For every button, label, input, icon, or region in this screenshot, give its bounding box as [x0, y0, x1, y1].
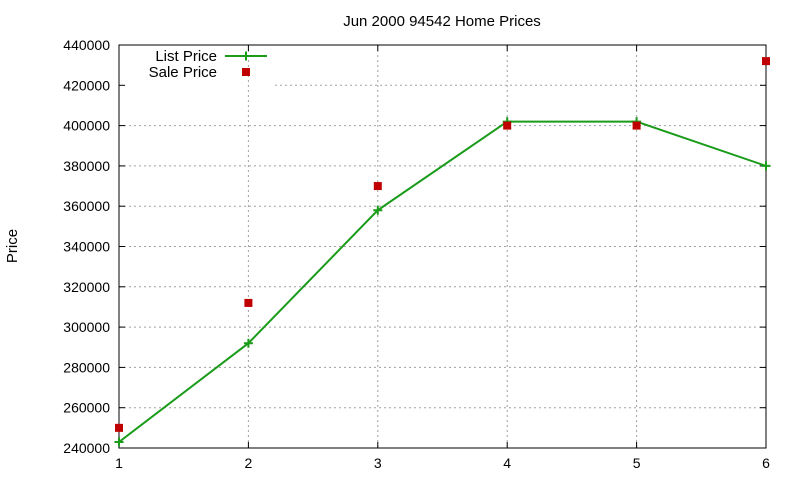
x-tick-label: 1	[115, 455, 123, 471]
x-tick-label: 6	[762, 455, 770, 471]
point-list-price	[373, 205, 383, 215]
x-tick-label: 2	[245, 455, 253, 471]
grid	[119, 45, 766, 448]
point-sale-price	[244, 298, 253, 307]
point-sale-price	[373, 182, 382, 191]
y-tick-label: 300000	[63, 319, 110, 335]
point-list-price	[114, 437, 124, 447]
y-tick-label: 440000	[63, 37, 110, 53]
y-tick-label: 320000	[63, 279, 110, 295]
point-sale-price	[503, 121, 512, 130]
y-axis-label: Price	[4, 229, 21, 263]
point-list-price	[761, 161, 771, 171]
y-tick-label: 380000	[63, 158, 110, 174]
legend-marker-sale-price	[242, 68, 250, 76]
point-sale-price	[115, 423, 123, 432]
y-tick-label: 420000	[63, 77, 110, 93]
point-sale-price	[762, 57, 770, 66]
legend-marker-list-price	[241, 51, 251, 61]
y-tick-label: 340000	[63, 239, 110, 255]
x-tick-label: 4	[503, 455, 511, 471]
legend-label: List Price	[155, 48, 217, 65]
y-tick-label: 240000	[63, 440, 110, 456]
y-tick-label: 400000	[63, 118, 110, 134]
x-tick-label: 3	[374, 455, 382, 471]
ticks: 1 2 3 4 5 6 240000 260000 280000 300000 320000 3400…	[63, 37, 770, 471]
legend-label: Sale Price	[149, 64, 217, 81]
series-line-list-price	[118, 120, 767, 443]
y-tick-label: 360000	[63, 198, 110, 214]
plot-frame	[118, 44, 767, 449]
chart-title: Jun 2000 94542 Home Prices	[343, 13, 541, 30]
y-tick-label: 280000	[63, 359, 110, 375]
x-tick-label: 5	[633, 455, 641, 471]
point-sale-price	[632, 121, 641, 130]
point-list-price	[243, 338, 253, 348]
y-tick-label: 260000	[63, 400, 110, 416]
series-layer	[114, 57, 771, 447]
